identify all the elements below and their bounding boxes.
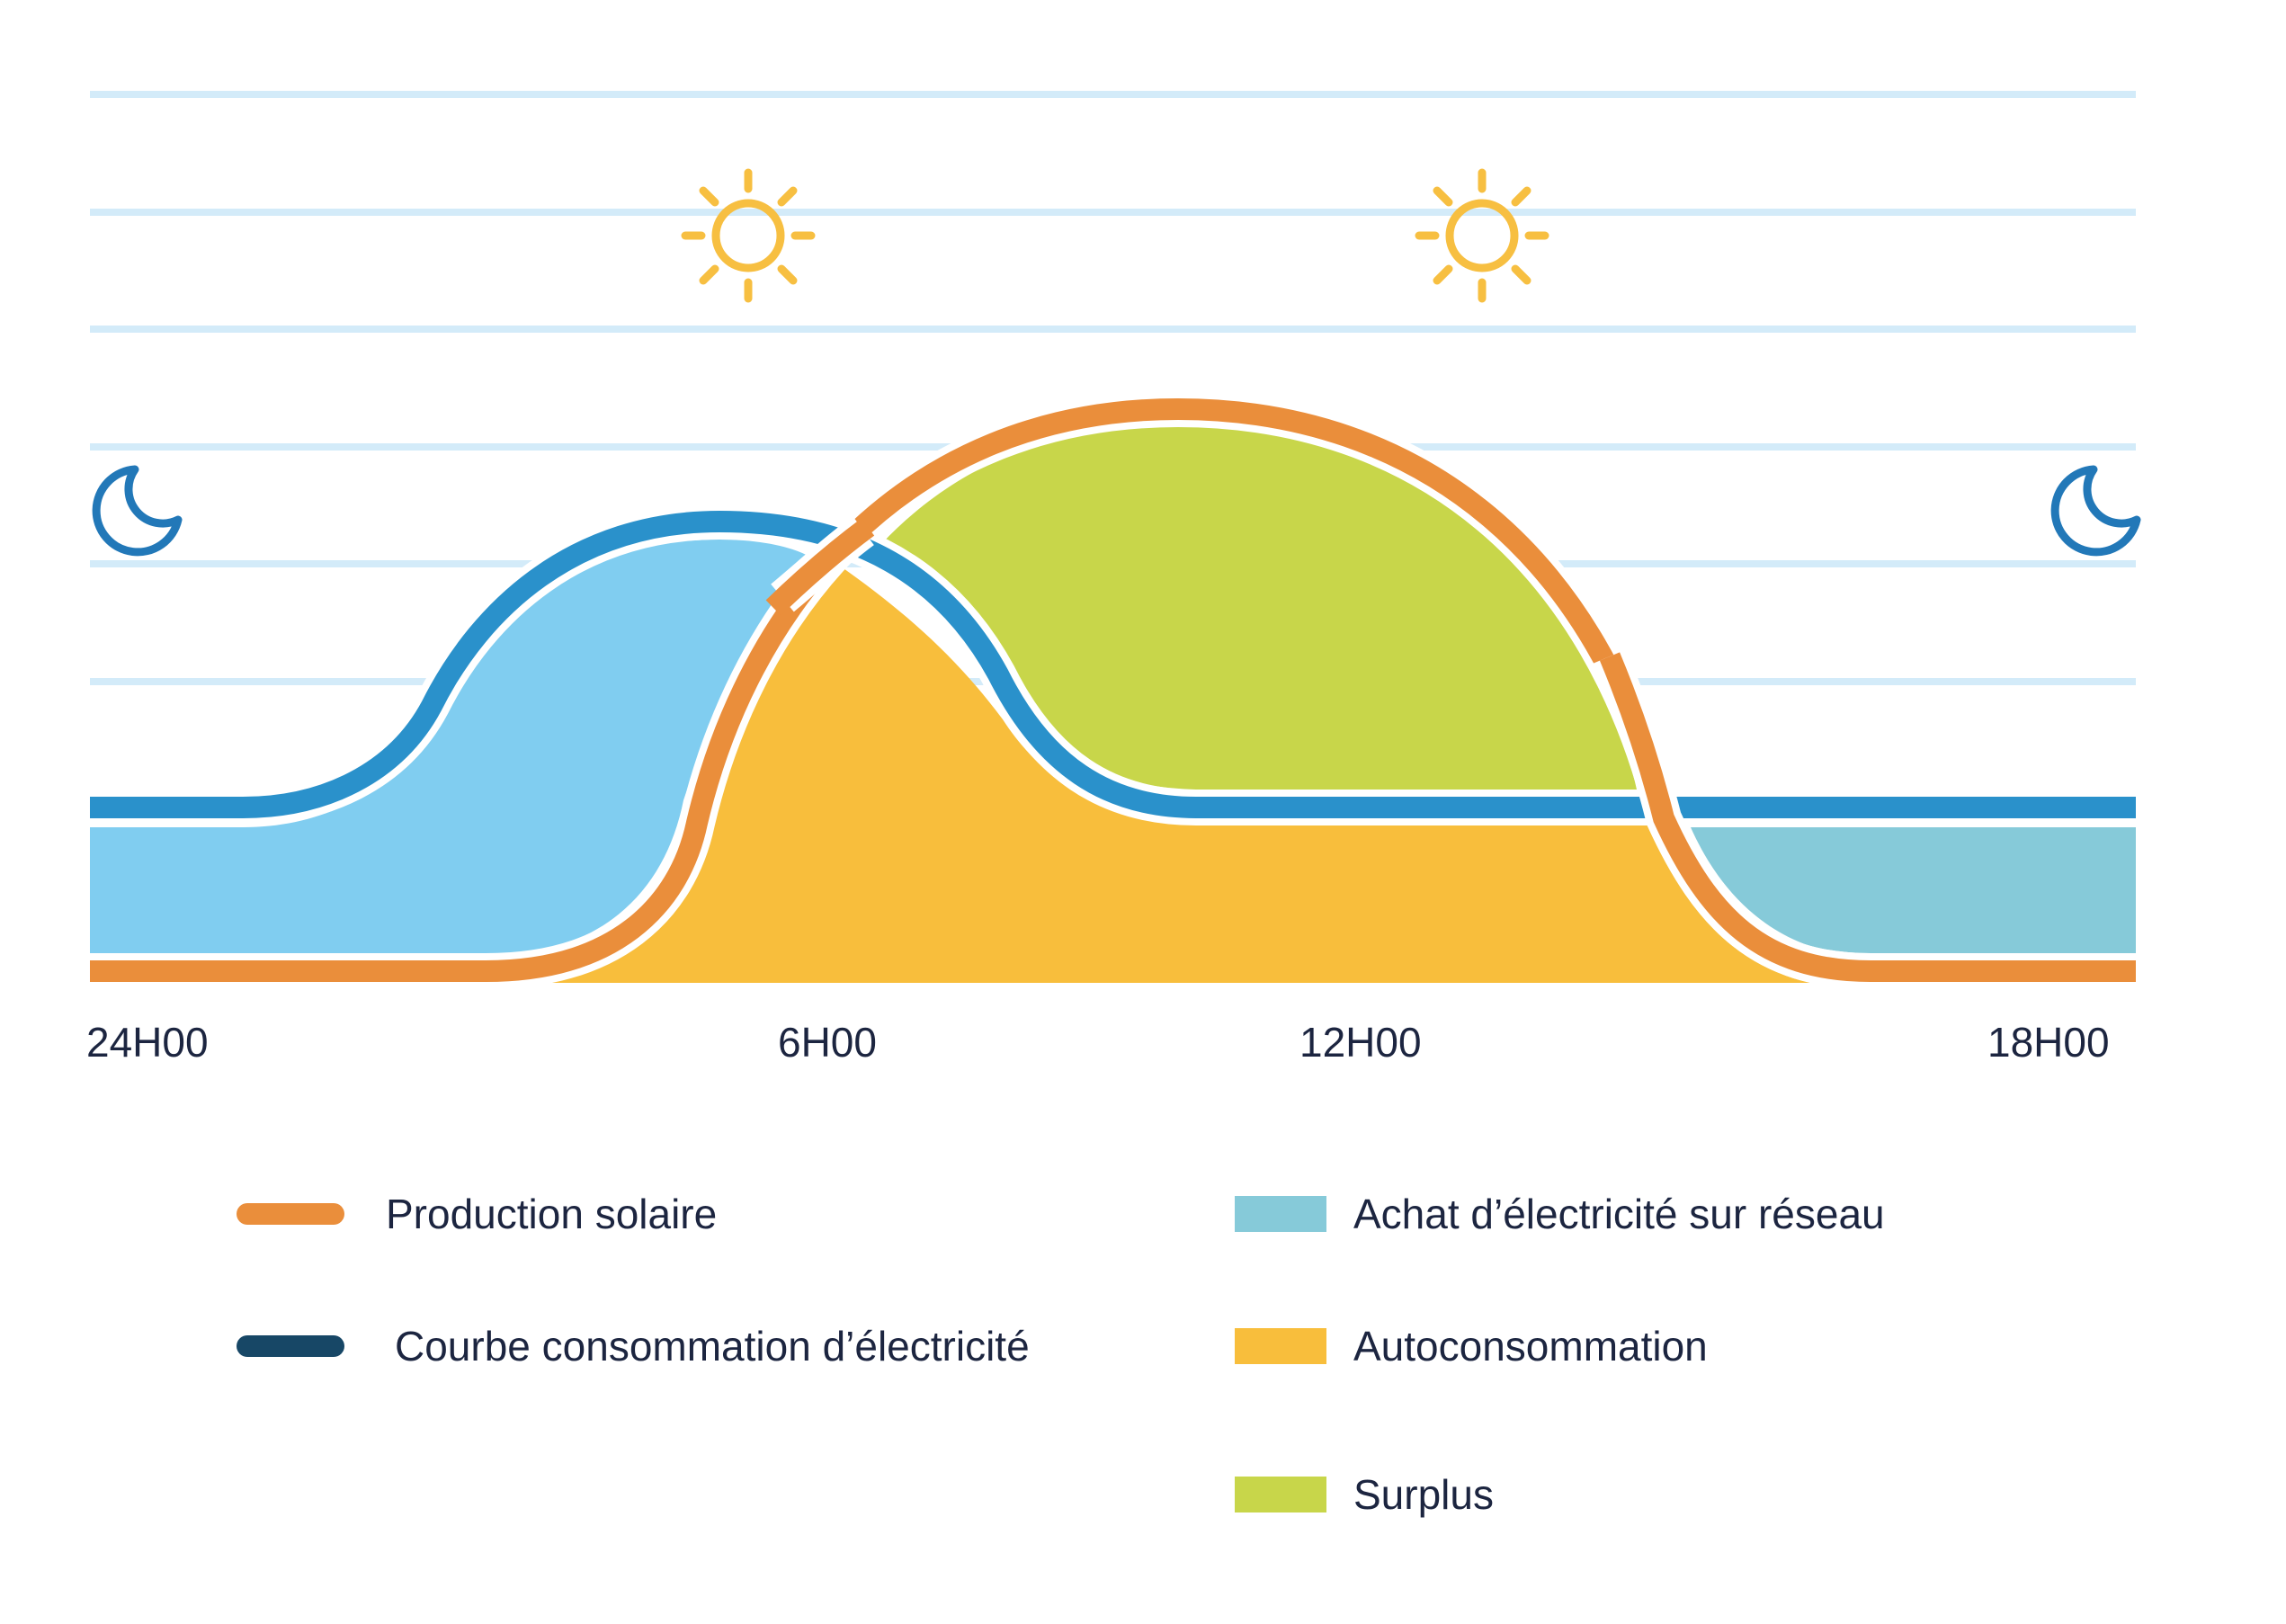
- legend-item-consumption: Courbe consommation d’électricité: [237, 1319, 1030, 1373]
- legend-label-surplus: Surplus: [1353, 1471, 1494, 1518]
- legend-label-production: Production solaire: [386, 1191, 718, 1237]
- x-tick-label: 6H00: [778, 1019, 877, 1066]
- moon-icon: [92, 465, 183, 557]
- legend-item-grid-purchase: Achat d’électricité sur réseau: [1235, 1187, 1885, 1241]
- self-consumption-area: [540, 567, 1817, 983]
- consumption-curve: [90, 510, 2136, 818]
- production-curve: [765, 518, 875, 616]
- legend-label-self-consumption: Autoconsommation: [1353, 1323, 1708, 1370]
- legend-swatch-consumption: [237, 1335, 344, 1357]
- surplus-area: [881, 423, 1637, 790]
- sun-icon: [1415, 168, 1549, 303]
- x-tick-label: 24H00: [86, 1019, 209, 1066]
- production-curve: [1599, 652, 1871, 982]
- sun-icon: [681, 168, 816, 303]
- legend-swatch-self-consumption: [1235, 1328, 1326, 1364]
- moon-icon: [2050, 465, 2141, 557]
- legend-swatch-production: [237, 1203, 344, 1225]
- legend-item-self-consumption: Autoconsommation: [1235, 1319, 1708, 1373]
- legend-label-consumption: Courbe consommation d’électricité: [395, 1323, 1030, 1370]
- legend-item-production: Production solaire: [237, 1187, 717, 1241]
- legend-swatch-surplus: [1235, 1477, 1326, 1512]
- grid-purchase-evening-area: [1691, 827, 2136, 956]
- x-tick-label: 12H00: [1299, 1019, 1422, 1066]
- legend-label-grid-purchase: Achat d’électricité sur réseau: [1353, 1191, 1885, 1237]
- legend-swatch-grid-purchase: [1235, 1196, 1326, 1232]
- x-tick-label: 18H00: [1987, 1019, 2110, 1066]
- legend-item-surplus: Surplus: [1235, 1468, 1494, 1521]
- grid-purchase-night-area: [90, 540, 817, 956]
